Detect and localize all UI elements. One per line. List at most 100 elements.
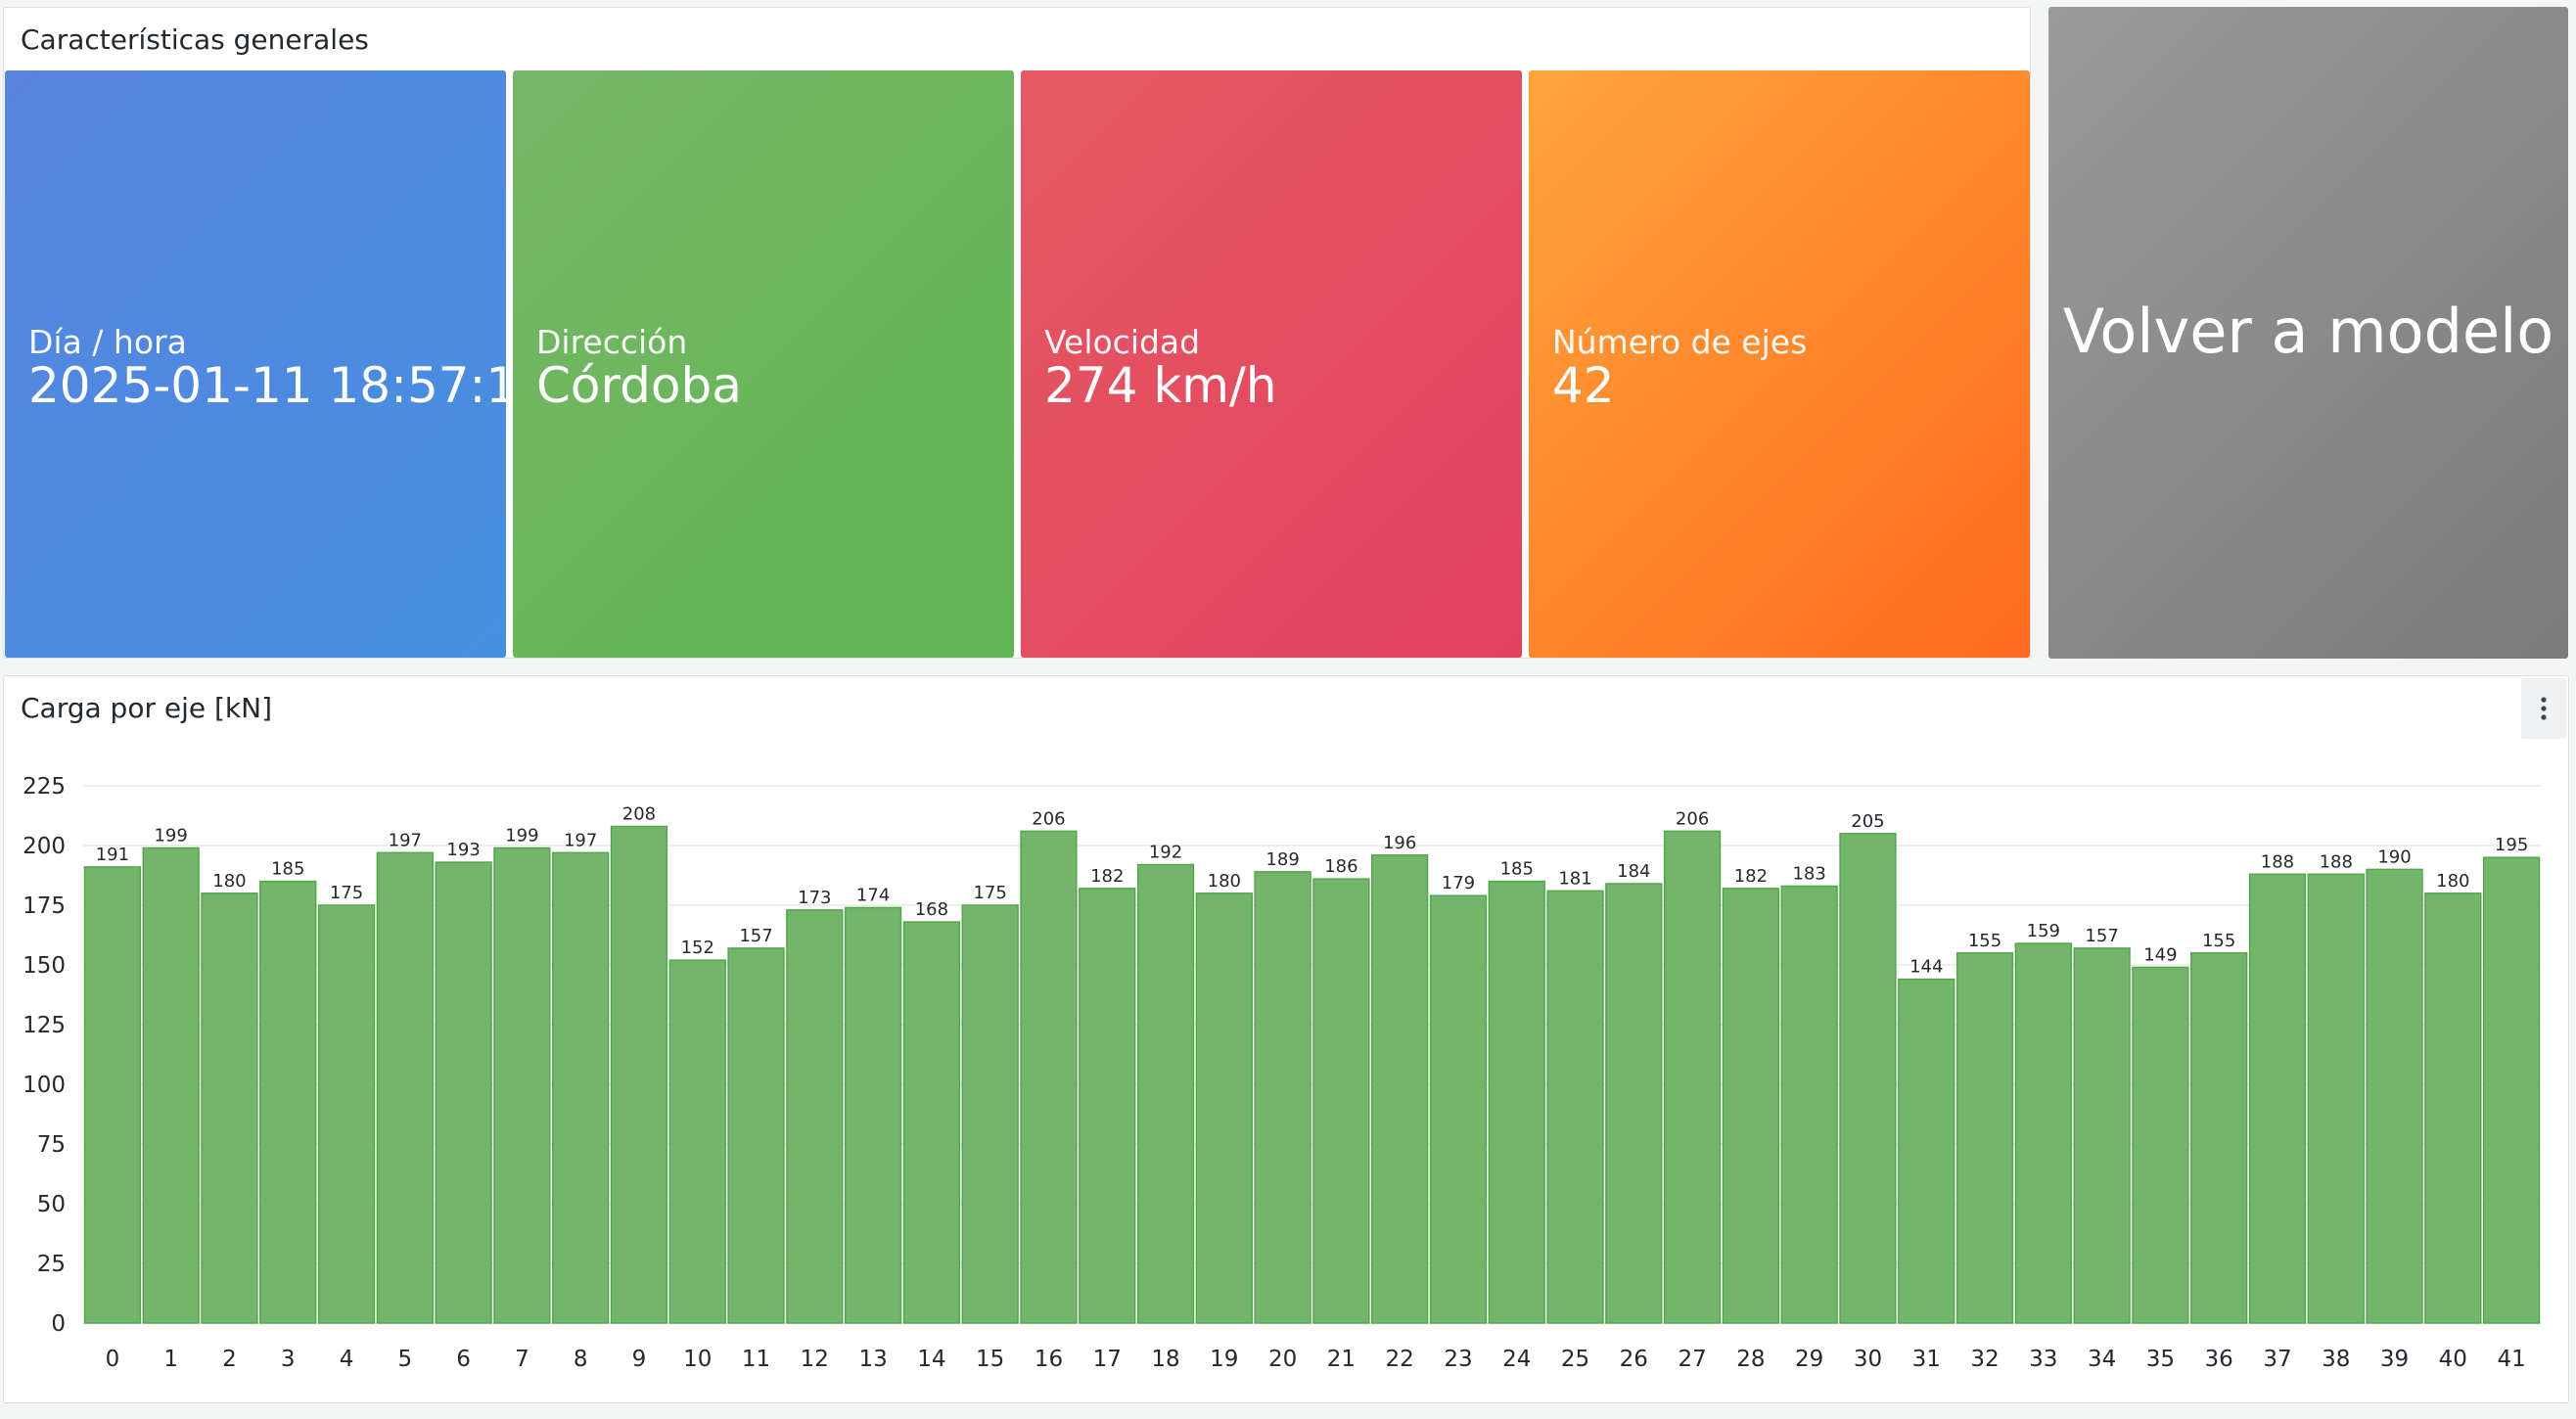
bar[interactable] <box>2190 952 2248 1324</box>
bar-value-label: 155 <box>2202 931 2235 951</box>
bar[interactable] <box>1429 894 1488 1324</box>
bar[interactable] <box>1254 871 1311 1324</box>
bar-value-label: 183 <box>1792 863 1825 884</box>
x-tick-label: 10 <box>683 1347 712 1372</box>
x-tick-label: 9 <box>632 1347 647 1372</box>
x-tick-label: 2 <box>222 1347 237 1372</box>
bar-value-label: 193 <box>446 840 480 860</box>
x-tick-label: 22 <box>1386 1347 1414 1372</box>
bar[interactable] <box>435 861 492 1324</box>
y-tick-label: 225 <box>23 774 66 800</box>
bar-value-label: 185 <box>271 859 304 880</box>
bar-value-label: 196 <box>1383 833 1416 853</box>
bar[interactable] <box>1898 978 1955 1324</box>
bar-value-label: 199 <box>505 825 538 846</box>
y-tick-label: 150 <box>23 953 66 979</box>
bar[interactable] <box>1020 830 1078 1324</box>
bar[interactable] <box>727 947 785 1324</box>
x-tick-label: 38 <box>2322 1347 2350 1372</box>
x-tick-label: 36 <box>2205 1347 2233 1372</box>
y-tick-label: 175 <box>23 893 66 919</box>
bar[interactable] <box>1839 833 1897 1324</box>
bar[interactable] <box>2073 947 2131 1324</box>
x-tick-label: 0 <box>106 1347 120 1372</box>
bar[interactable] <box>2014 942 2072 1324</box>
bar-value-label: 182 <box>1734 866 1768 887</box>
x-tick-label: 17 <box>1093 1347 1122 1372</box>
bar[interactable] <box>668 959 726 1324</box>
bar[interactable] <box>610 825 668 1324</box>
bar[interactable] <box>83 866 142 1324</box>
bar[interactable] <box>142 847 200 1324</box>
stat-speed-value: 274 km/h <box>1044 357 1277 414</box>
x-tick-label: 27 <box>1678 1347 1706 1372</box>
stat-datetime-value: 2025-01-11 18:57:15 <box>28 357 549 414</box>
bar[interactable] <box>2132 966 2189 1324</box>
x-tick-label: 19 <box>1210 1347 1238 1372</box>
bar-value-label: 208 <box>622 803 656 824</box>
bar-value-label: 180 <box>212 871 246 892</box>
bar[interactable] <box>1955 952 2014 1324</box>
bar-value-label: 205 <box>1851 811 1884 832</box>
bar-value-label: 152 <box>681 938 714 958</box>
bar[interactable] <box>2366 868 2423 1324</box>
x-tick-label: 5 <box>398 1347 413 1372</box>
bar[interactable] <box>2307 873 2365 1324</box>
bar-value-label: 144 <box>1909 957 1943 978</box>
bar[interactable] <box>2248 873 2307 1324</box>
bar-value-label: 168 <box>915 899 948 920</box>
bar[interactable] <box>552 851 610 1324</box>
x-tick-label: 11 <box>742 1347 770 1372</box>
stat-direction-value: Córdoba <box>536 357 742 414</box>
bar[interactable] <box>1312 878 1370 1324</box>
y-tick-label: 100 <box>23 1073 66 1098</box>
bar-value-label: 189 <box>1265 849 1299 870</box>
bar[interactable] <box>1371 854 1429 1324</box>
bar[interactable] <box>493 847 551 1324</box>
y-tick-label: 25 <box>37 1252 66 1277</box>
x-tick-label: 3 <box>281 1347 296 1372</box>
bar-value-label: 192 <box>1149 843 1182 863</box>
stat-axle-count-value: 42 <box>1552 357 1615 414</box>
bar[interactable] <box>1546 890 1604 1324</box>
bar[interactable] <box>844 906 902 1324</box>
bar-value-label: 157 <box>739 926 772 946</box>
bar-value-label: 197 <box>389 830 422 850</box>
y-tick-label: 75 <box>37 1132 66 1158</box>
x-tick-label: 14 <box>917 1347 945 1372</box>
axle-load-panel: Carga por eje [kN] 0 25 50 75 100 125 150 175 20… <box>3 675 2569 1403</box>
bar-value-label: 190 <box>2377 847 2411 867</box>
bar[interactable] <box>259 880 317 1324</box>
bar[interactable] <box>961 904 1019 1324</box>
stat-speed-label: Velocidad <box>1044 323 1201 361</box>
bar[interactable] <box>376 851 434 1324</box>
x-tick-label: 40 <box>2439 1347 2467 1372</box>
panel-menu-button[interactable] <box>2521 678 2566 739</box>
bar[interactable] <box>1605 883 1663 1324</box>
bar[interactable] <box>1079 888 1136 1324</box>
stat-axle-count-label: Número de ejes <box>1552 323 1808 361</box>
bar[interactable] <box>786 909 844 1324</box>
bar-value-label: 159 <box>2027 921 2060 941</box>
bar[interactable] <box>1780 885 1838 1324</box>
bar[interactable] <box>1663 830 1722 1324</box>
bar-value-label: 186 <box>1324 856 1357 877</box>
bar-value-label: 184 <box>1617 861 1650 882</box>
bar[interactable] <box>902 921 961 1324</box>
bar[interactable] <box>201 893 258 1324</box>
x-tick-label: 13 <box>858 1347 887 1372</box>
bar[interactable] <box>1195 893 1253 1324</box>
stat-direction: Dirección Córdoba <box>513 70 1014 658</box>
bar[interactable] <box>1488 880 1545 1324</box>
bar[interactable] <box>1722 888 1780 1324</box>
kebab-menu-icon <box>2541 697 2547 720</box>
stat-direction-label: Dirección <box>536 323 688 361</box>
bar[interactable] <box>2424 893 2482 1324</box>
x-tick-label: 21 <box>1327 1347 1356 1372</box>
x-tick-label: 28 <box>1736 1347 1765 1372</box>
x-tick-label: 41 <box>2497 1347 2525 1372</box>
bar[interactable] <box>317 904 376 1324</box>
bar[interactable] <box>1136 863 1195 1324</box>
back-to-model-button[interactable]: Volver a modelo <box>2048 7 2568 659</box>
bar[interactable] <box>2482 856 2541 1324</box>
